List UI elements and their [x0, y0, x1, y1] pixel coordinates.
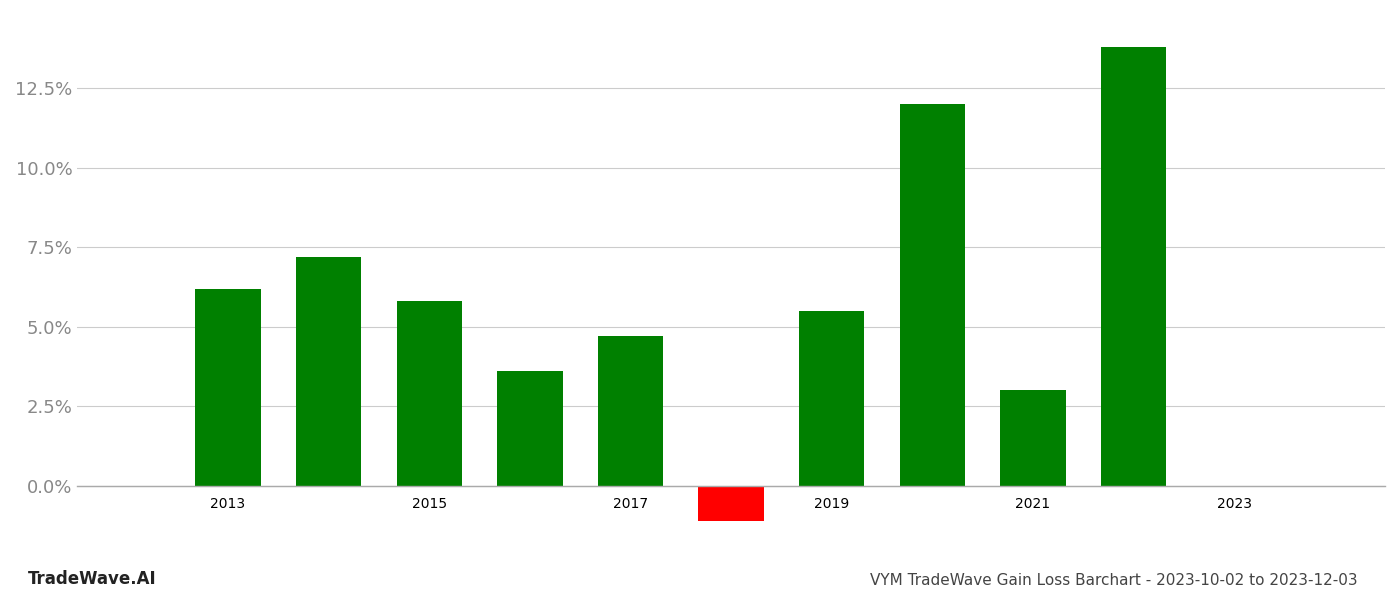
Bar: [396, 301, 462, 486]
Bar: [1100, 47, 1166, 486]
Bar: [1000, 391, 1065, 486]
Bar: [799, 311, 864, 486]
Text: TradeWave.AI: TradeWave.AI: [28, 570, 157, 588]
Bar: [900, 104, 965, 486]
Text: VYM TradeWave Gain Loss Barchart - 2023-10-02 to 2023-12-03: VYM TradeWave Gain Loss Barchart - 2023-…: [871, 573, 1358, 588]
Bar: [497, 371, 563, 486]
Bar: [699, 486, 764, 521]
Bar: [295, 257, 361, 486]
Bar: [196, 289, 260, 486]
Bar: [598, 336, 664, 486]
